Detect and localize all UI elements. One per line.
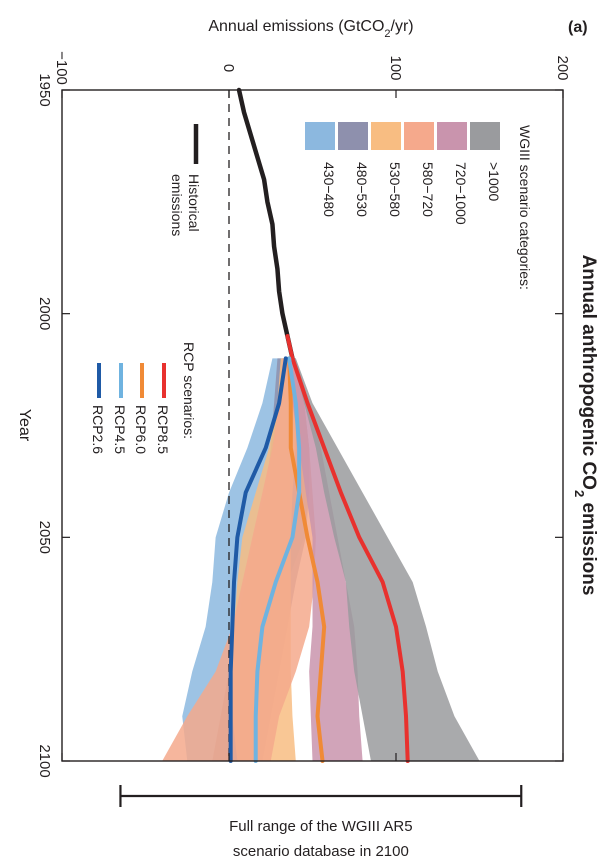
rcp-line-rcp45: [253, 356, 302, 763]
legend-swatch: [305, 122, 335, 150]
rcp-legend-label: RCP2.6: [90, 405, 106, 454]
legend-swatch: [338, 122, 368, 150]
x-tick-label: 1950: [36, 73, 53, 106]
band-4: [287, 358, 363, 761]
band-5: [292, 358, 480, 761]
x-tick-label: 2000: [36, 297, 53, 330]
historical-label-2: emissions: [169, 174, 185, 236]
legend-label: 530−580: [387, 162, 403, 217]
legend-swatch: [371, 122, 401, 150]
plot-frame: [61, 89, 564, 762]
y-tick-label: 0: [220, 64, 237, 72]
rcp-line-rcp60: [287, 356, 327, 763]
x-tick-label: 2100: [36, 744, 53, 777]
panel-label: (a): [568, 19, 588, 36]
y-axis-label: Annual emissions (GtCO2/yr): [208, 18, 413, 40]
full-range-label-2: scenario database in 2100: [233, 843, 409, 860]
legend-swatch: [404, 122, 434, 150]
legend-label: >1000: [486, 162, 502, 202]
y-tick-label: 100: [387, 55, 404, 80]
historical-line: [236, 87, 295, 361]
rcp-legend-label: RCP4.5: [112, 405, 128, 454]
rcp-line-rcp85: [285, 334, 410, 763]
band-3: [162, 358, 316, 761]
legend-label: 480−530: [354, 162, 370, 217]
full-range-label-1: Full range of the WGIII AR5: [229, 818, 412, 835]
historical-label-1: Historical: [186, 174, 202, 232]
legend-label: 720−1000: [453, 162, 469, 225]
rcp-line-rcp26: [228, 356, 288, 763]
rcp-legend-title: RCP scenarios:: [181, 342, 197, 439]
legend-swatch: [437, 122, 467, 150]
legend-label: 580−720: [420, 162, 436, 217]
x-tick-label: 2050: [36, 521, 53, 554]
chart-title: Annual anthropogenic CO2 emissions: [573, 255, 600, 596]
rcp-legend-label: RCP6.0: [133, 405, 149, 454]
x-axis-label: Year: [16, 409, 33, 442]
rcp-legend-label: RCP8.5: [155, 405, 171, 454]
categories-legend-title: WGIII scenario categories:: [517, 125, 533, 290]
y-tick-label: −100: [53, 51, 70, 85]
legend-label: 430−480: [321, 162, 337, 217]
y-tick-label: 200: [554, 55, 571, 80]
legend-swatch: [470, 122, 500, 150]
